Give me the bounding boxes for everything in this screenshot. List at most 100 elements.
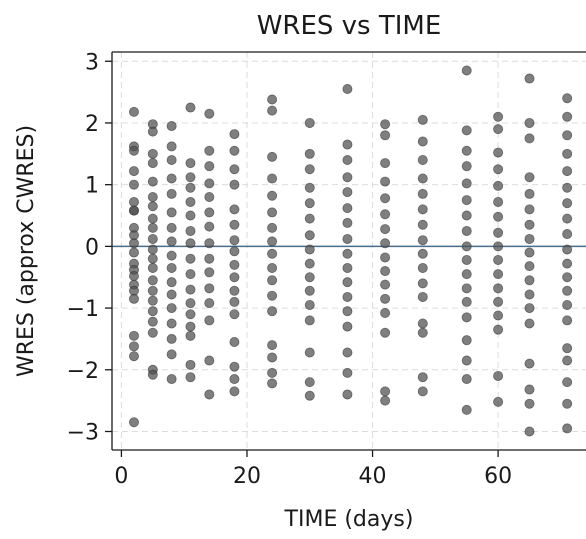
data-point [342, 187, 353, 198]
data-point [166, 333, 177, 344]
data-point [304, 198, 315, 209]
data-point [417, 278, 428, 289]
data-point [204, 389, 215, 400]
y-axis-title: WRES (approx CWRES) [14, 125, 39, 377]
data-point [524, 204, 535, 215]
x-axis-title: TIME (days) [284, 507, 414, 532]
data-point [380, 279, 391, 290]
data-point [267, 236, 278, 247]
data-point [166, 207, 177, 218]
data-point [461, 65, 472, 76]
scatter-points [128, 65, 573, 437]
data-point [185, 196, 196, 207]
data-point [342, 306, 353, 317]
data-point [185, 269, 196, 280]
data-point [417, 291, 428, 302]
data-point [128, 145, 139, 156]
data-point [267, 173, 278, 184]
data-point [461, 404, 472, 415]
data-point [524, 398, 535, 409]
data-point [380, 176, 391, 187]
y-tick-label: −3 [67, 420, 99, 445]
data-point [493, 370, 504, 381]
data-point [229, 309, 240, 320]
data-point [417, 235, 428, 246]
data-point [185, 330, 196, 341]
data-point [342, 217, 353, 228]
data-point [562, 182, 573, 193]
data-point [417, 327, 428, 338]
data-point [304, 315, 315, 326]
data-point [147, 275, 158, 286]
data-point [342, 262, 353, 273]
data-point [204, 298, 215, 309]
data-point [417, 386, 428, 397]
y-tick-label: 1 [85, 174, 99, 199]
data-point [204, 221, 215, 232]
data-point [380, 224, 391, 235]
data-point [304, 182, 315, 193]
data-point [524, 172, 535, 183]
data-point [461, 335, 472, 346]
data-point [417, 136, 428, 147]
data-point [493, 269, 504, 280]
data-point [493, 211, 504, 222]
data-point [524, 426, 535, 437]
data-point [166, 277, 177, 288]
data-point [461, 355, 472, 366]
data-point [147, 176, 158, 187]
data-point [461, 312, 472, 323]
data-point [166, 121, 177, 132]
data-point [185, 321, 196, 332]
data-point [562, 130, 573, 141]
data-point [166, 222, 177, 233]
data-point [229, 235, 240, 246]
data-point [204, 145, 215, 156]
data-point [380, 209, 391, 220]
data-point [342, 84, 353, 95]
data-point [204, 192, 215, 203]
data-point [128, 238, 139, 249]
data-point [128, 196, 139, 207]
data-point [147, 327, 158, 338]
data-point [304, 230, 315, 241]
data-point [147, 262, 158, 273]
data-point [166, 250, 177, 261]
data-point [493, 324, 504, 335]
data-point [304, 117, 315, 128]
y-tick-label: 2 [85, 112, 99, 137]
data-point [304, 213, 315, 224]
data-point [128, 417, 139, 428]
data-point [524, 117, 535, 128]
data-point [229, 129, 240, 140]
data-point [461, 283, 472, 294]
data-point [380, 130, 391, 141]
data-point [204, 161, 215, 172]
data-point [461, 161, 472, 172]
data-point [128, 247, 139, 258]
data-point [204, 238, 215, 249]
data-point [166, 154, 177, 165]
data-point [562, 148, 573, 159]
data-point [229, 246, 240, 257]
data-point [185, 238, 196, 249]
data-point [128, 293, 139, 304]
data-point [304, 390, 315, 401]
data-point [417, 204, 428, 215]
data-point [562, 272, 573, 283]
data-point [342, 321, 353, 332]
data-point [417, 318, 428, 329]
data-point [417, 154, 428, 165]
data-point [147, 316, 158, 327]
data-point [342, 203, 353, 214]
data-point [493, 396, 504, 407]
data-point [524, 73, 535, 84]
data-point [524, 318, 535, 329]
data-point [267, 290, 278, 301]
data-point [128, 270, 139, 281]
data-point [185, 182, 196, 193]
data-point [204, 253, 215, 264]
data-point [166, 349, 177, 360]
